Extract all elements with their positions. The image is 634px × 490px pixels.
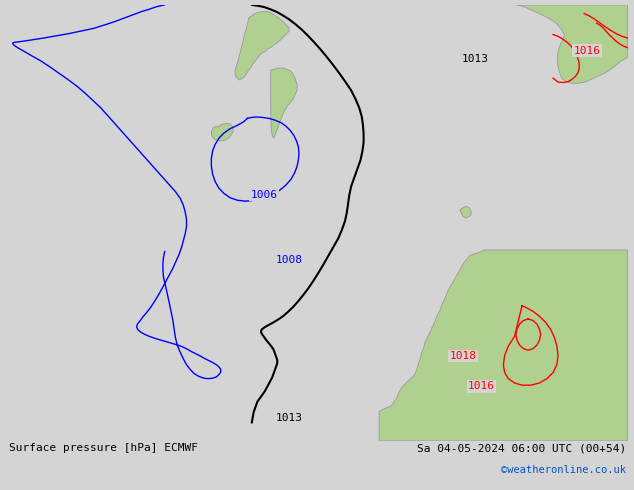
Text: 1016: 1016: [468, 382, 495, 392]
Polygon shape: [379, 250, 628, 441]
Polygon shape: [235, 11, 289, 80]
Polygon shape: [270, 68, 297, 138]
Text: 1006: 1006: [250, 190, 278, 199]
Text: 1008: 1008: [276, 255, 302, 265]
Text: ©weatheronline.co.uk: ©weatheronline.co.uk: [501, 465, 626, 475]
Text: 1016: 1016: [574, 46, 601, 56]
Text: Surface pressure [hPa] ECMWF: Surface pressure [hPa] ECMWF: [10, 443, 198, 453]
Bar: [6, 441, 628, 490]
Polygon shape: [516, 5, 628, 83]
Text: 1013: 1013: [276, 413, 302, 423]
Text: Sa 04-05-2024 06:00 UTC (00+54): Sa 04-05-2024 06:00 UTC (00+54): [417, 443, 626, 453]
Polygon shape: [460, 206, 471, 218]
Text: 1018: 1018: [450, 351, 477, 361]
Text: 1013: 1013: [462, 54, 489, 64]
Polygon shape: [211, 123, 233, 141]
